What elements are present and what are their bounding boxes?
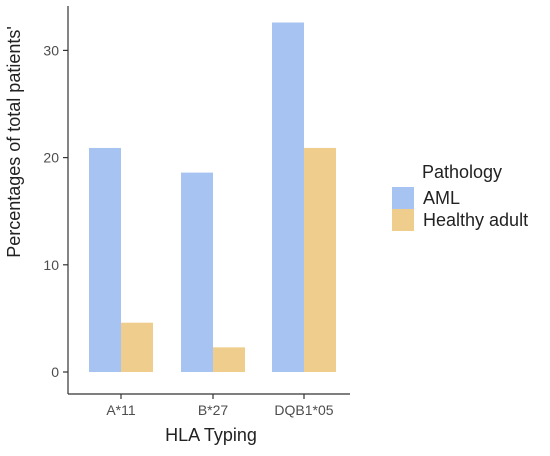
y-axis-title: Percentages of total patients' — [4, 26, 24, 258]
x-tick-label: DQB1*05 — [274, 402, 333, 418]
legend-key — [392, 209, 414, 231]
legend-key — [392, 187, 414, 209]
x-axis-ticks: A*11 B*27 DQB1*05 — [106, 394, 334, 418]
legend-label: AML — [423, 188, 460, 208]
bar-healthy-adult-b27 — [213, 347, 245, 372]
x-axis-title: HLA Typing — [165, 425, 257, 445]
bar-healthy-adult-dqb105 — [304, 147, 336, 372]
plot-area — [89, 22, 336, 372]
x-tick-label: B*27 — [198, 402, 229, 418]
x-tick-label: A*11 — [106, 402, 136, 418]
bar-aml-a11 — [89, 147, 121, 372]
legend-label: Healthy adult — [423, 210, 528, 230]
bar-healthy-adult-a11 — [121, 322, 153, 372]
legend-title: Pathology — [422, 162, 502, 182]
y-tick-label: 0 — [51, 364, 59, 380]
y-axis-ticks: 0 10 20 30 — [43, 42, 68, 380]
y-tick-label: 10 — [43, 257, 59, 273]
bar-aml-dqb105 — [272, 22, 304, 372]
y-tick-label: 20 — [43, 150, 59, 166]
bar-aml-b27 — [181, 172, 213, 372]
y-tick-label: 30 — [43, 42, 59, 58]
